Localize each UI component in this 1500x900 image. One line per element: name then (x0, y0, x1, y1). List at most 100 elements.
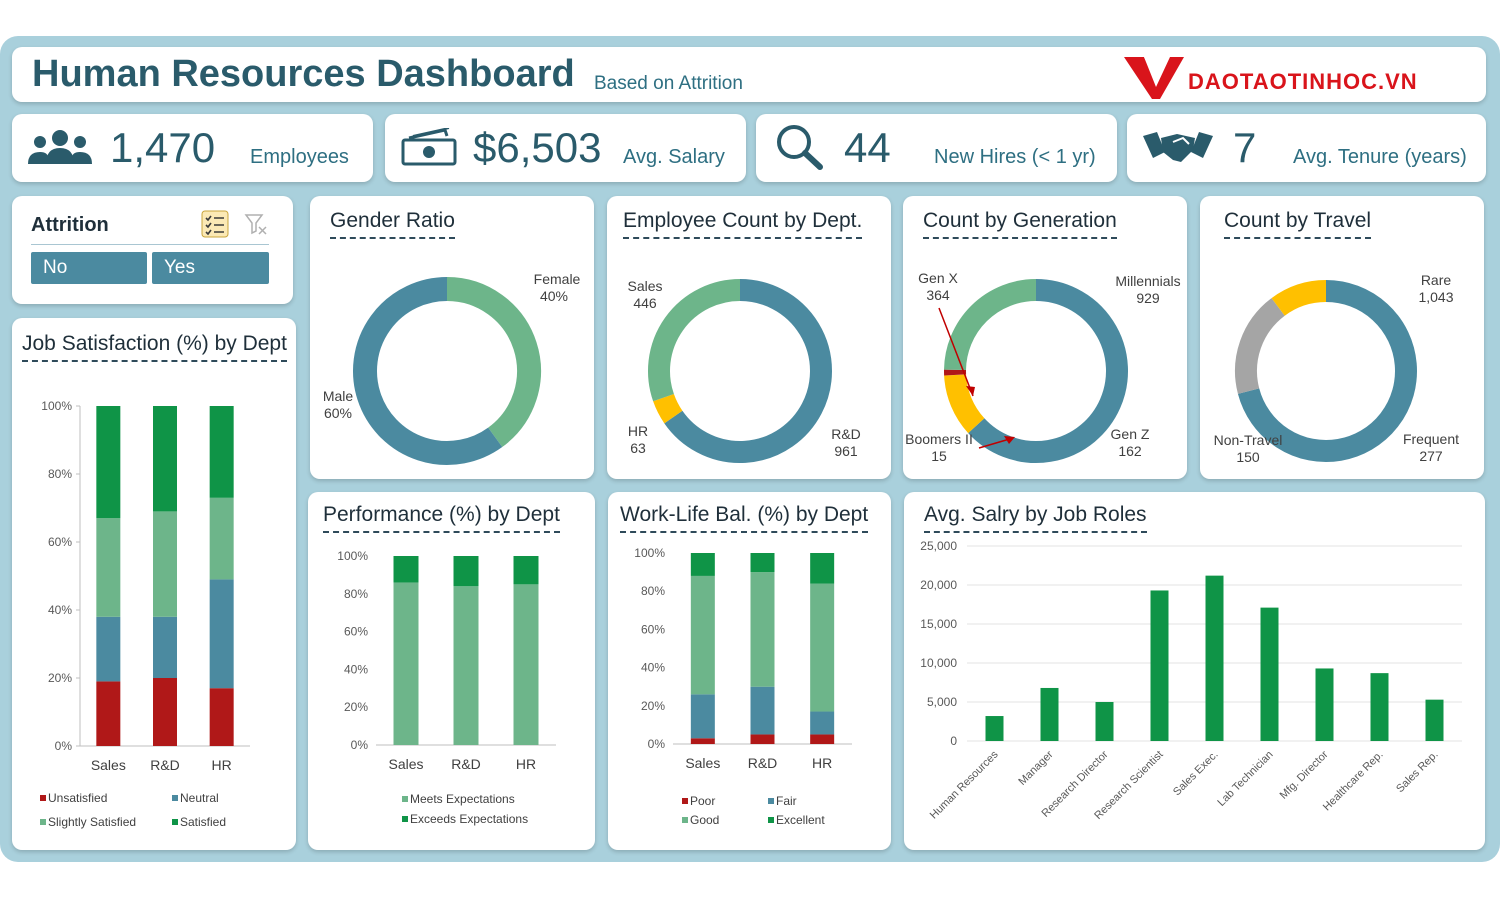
bar-satisfied-sales (96, 406, 121, 519)
bar-satisfied-hr (209, 406, 234, 498)
slice-value-label: 929 (1136, 290, 1160, 306)
kpi-value: 7 (1233, 124, 1257, 171)
chart-title: Employee Count by Dept. (623, 209, 862, 239)
dept-count-card: Employee Count by Dept. R&D 961 HR 63 Sales 4… (607, 196, 891, 479)
bar-exceeds-expectations-hr (513, 556, 539, 585)
donut-slice-millennials (968, 279, 1128, 463)
y-tick-label: 10,000 (920, 656, 957, 670)
legend-swatch (402, 796, 408, 802)
y-tick-label: 80% (344, 587, 368, 601)
bar-unsatisfied-hr (209, 688, 234, 746)
y-tick-label: 100% (41, 399, 72, 413)
y-tick-label: 40% (641, 661, 665, 675)
slice-value-label: 446 (633, 295, 657, 311)
donut-slice-gen-z (944, 374, 985, 434)
page-subtitle: Based on Attrition (594, 73, 743, 94)
bar-excellent-hr (810, 553, 835, 584)
donut-slice-female (446, 277, 541, 448)
y-tick-label: 20,000 (920, 578, 957, 592)
slice-value-label: 60% (324, 405, 352, 421)
x-tick-label: Lab Technician (1215, 749, 1275, 809)
y-tick-label: 0% (351, 738, 369, 752)
y-tick-label: 20% (344, 700, 368, 714)
bar-research-scientist (1150, 590, 1169, 741)
y-tick-label: 40% (344, 662, 368, 676)
donut-slice-male (353, 277, 503, 465)
slice-value-label: 1,043 (1418, 289, 1453, 305)
legend-label: Fair (776, 794, 797, 808)
slice-name-label: HR (628, 423, 648, 439)
bar-sales-exec- (1205, 575, 1224, 741)
y-tick-label: 15,000 (920, 617, 957, 631)
y-tick-label: 80% (48, 467, 72, 481)
y-tick-label: 20% (641, 699, 665, 713)
multi-select-icon[interactable] (201, 210, 229, 238)
performance-card: Performance (%) by Dept 0% 20% 40% 60% 80% 10… (308, 492, 595, 850)
job-satisfaction-card: Job Satisfaction (%) by Dept 0% 20% 40% 60%… (12, 318, 296, 850)
chart-title: Performance (%) by Dept (323, 503, 560, 533)
attrition-yes-button[interactable]: Yes (152, 252, 269, 284)
x-tick-label: R&D (451, 756, 481, 772)
attrition-no-button[interactable]: No (31, 252, 147, 284)
kpi-label: Employees (250, 146, 349, 168)
kpi-new-hires: 44 New Hires (< 1 yr) (756, 114, 1117, 182)
slice-name-label: Non-Travel (1214, 432, 1283, 448)
bar-slightly-satisfied-hr (209, 497, 234, 580)
bar-research-director (1095, 702, 1114, 741)
x-tick-label: HR (812, 755, 832, 771)
job-satisfaction-chart: 0% 20% 40% 60% 80% 100% Sales R&D HR Unsatisfied N… (40, 399, 250, 829)
bar-exceeds-expectations-sales (393, 556, 419, 583)
bar-slightly-satisfied-rd (153, 511, 177, 617)
money-icon (401, 128, 457, 166)
y-tick-label: 5,000 (927, 695, 957, 709)
slice-name-label: Male (323, 388, 354, 404)
bar-poor-rd (750, 734, 775, 744)
bar-excellent-sales (690, 553, 715, 576)
legend-swatch (768, 798, 774, 804)
legend-label: Slightly Satisfied (48, 815, 136, 829)
y-tick-label: 60% (344, 625, 368, 639)
y-tick-label: 40% (48, 603, 72, 617)
x-tick-label: Sales (685, 755, 720, 771)
bar-mfg-director (1315, 668, 1334, 741)
donut-slice-r-d (664, 279, 832, 463)
bar-good-sales (690, 575, 715, 695)
slice-name-label: Boomers II (905, 431, 973, 447)
y-tick-label: 0% (55, 739, 73, 753)
handshake-icon (1143, 132, 1213, 162)
bar-lab-technician (1260, 607, 1279, 741)
donut-slice-gen-x (944, 279, 1037, 371)
x-tick-label: R&D (748, 755, 778, 771)
donut-slice-rare (1237, 280, 1417, 462)
gender-ratio-card: Gender Ratio Female 40% Male 60% (310, 196, 594, 479)
search-icon (777, 125, 823, 170)
legend-swatch (682, 817, 688, 823)
arrow-head (1004, 436, 1015, 444)
slice-value-label: 162 (1118, 443, 1142, 459)
legend-label: Excellent (776, 813, 825, 827)
slice-value-label: 63 (630, 440, 646, 456)
legend-swatch (40, 819, 46, 825)
clear-filter-icon[interactable] (243, 211, 269, 237)
x-tick-label: HR (212, 757, 232, 773)
legend-swatch (40, 795, 46, 801)
slicer-divider (31, 244, 269, 245)
kpi-value: $6,503 (473, 124, 602, 171)
people-icon (28, 130, 92, 164)
slice-name-label: Frequent (1403, 431, 1459, 447)
y-tick-label: 20% (48, 671, 72, 685)
chart-title: Work-Life Bal. (%) by Dept (620, 503, 868, 533)
bar-exceeds-expectations-rd (453, 556, 479, 587)
kpi-value: 1,470 (110, 124, 216, 171)
x-tick-label: Sales Exec. (1171, 749, 1221, 799)
bar-unsatisfied-rd (153, 678, 177, 746)
donut-slice-frequent (1235, 298, 1286, 394)
donut-slice-sales (648, 279, 741, 402)
slice-name-label: Rare (1421, 272, 1452, 288)
bar-fair-sales (690, 694, 715, 739)
slice-name-label: Millennials (1115, 273, 1180, 289)
logo-text: DAOTAOTINHOC.VN (1188, 69, 1418, 94)
